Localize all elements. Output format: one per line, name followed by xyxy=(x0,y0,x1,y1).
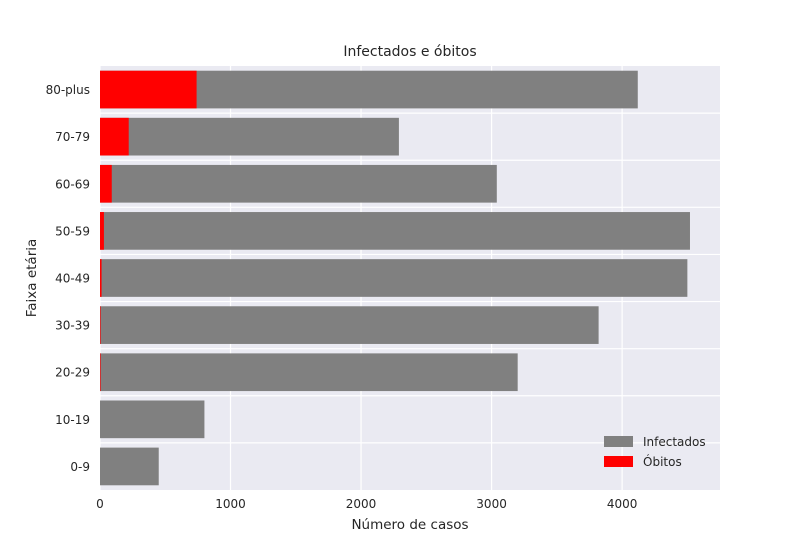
infected-bar-20-29 xyxy=(100,353,518,392)
infected-bar-30-39 xyxy=(100,306,599,344)
bars xyxy=(100,70,690,486)
y-tick-label: 60-69 xyxy=(55,177,90,191)
legend-swatch-obitos xyxy=(604,456,633,467)
deaths-bar-60-69 xyxy=(100,164,112,203)
legend-label: Óbitos xyxy=(643,454,682,469)
infected-bar-10-19 xyxy=(100,400,205,439)
y-tick-label: 10-19 xyxy=(55,413,90,427)
infected-bar-40-49 xyxy=(100,259,688,297)
y-tick-label: 40-49 xyxy=(55,272,90,286)
legend-label: Infectados xyxy=(643,435,706,449)
legend-swatch-infectados xyxy=(604,436,633,447)
deaths-bar-30-39 xyxy=(100,306,101,344)
infected-bar-70-79 xyxy=(100,117,399,156)
deaths-bar-80-plus xyxy=(100,70,197,109)
x-tick-label: 3000 xyxy=(476,497,507,511)
y-tick-label: 80-plus xyxy=(46,83,90,97)
deaths-bar-20-29 xyxy=(100,353,101,392)
deaths-bar-40-49 xyxy=(100,259,102,297)
chart-title: Infectados e óbitos xyxy=(343,44,476,60)
x-tick-label: 0 xyxy=(96,497,104,511)
x-tick-label: 4000 xyxy=(607,497,638,511)
y-tick-label: 70-79 xyxy=(55,130,90,144)
legend: Infectados Óbitos xyxy=(604,435,706,469)
x-axis-label: Número de casos xyxy=(351,517,468,533)
infected-bar-60-69 xyxy=(100,164,497,203)
x-tick-label: 2000 xyxy=(346,497,377,511)
infected-bar-50-59 xyxy=(100,212,690,250)
infected-bar-0-9 xyxy=(100,447,159,486)
deaths-bar-70-79 xyxy=(100,117,129,156)
y-tick-label: 50-59 xyxy=(55,224,90,238)
y-tick-label: 20-29 xyxy=(55,366,90,380)
y-axis-label: Faixa etária xyxy=(24,239,40,318)
x-tick-label: 1000 xyxy=(215,497,246,511)
y-tick-label: 30-39 xyxy=(55,319,90,333)
tick-labels: 0-9 10-19 20-29 30-39 40-49 50-59 60-69 70-79 80… xyxy=(46,83,638,511)
y-tick-label: 0-9 xyxy=(70,460,90,474)
deaths-bar-50-59 xyxy=(100,212,104,250)
